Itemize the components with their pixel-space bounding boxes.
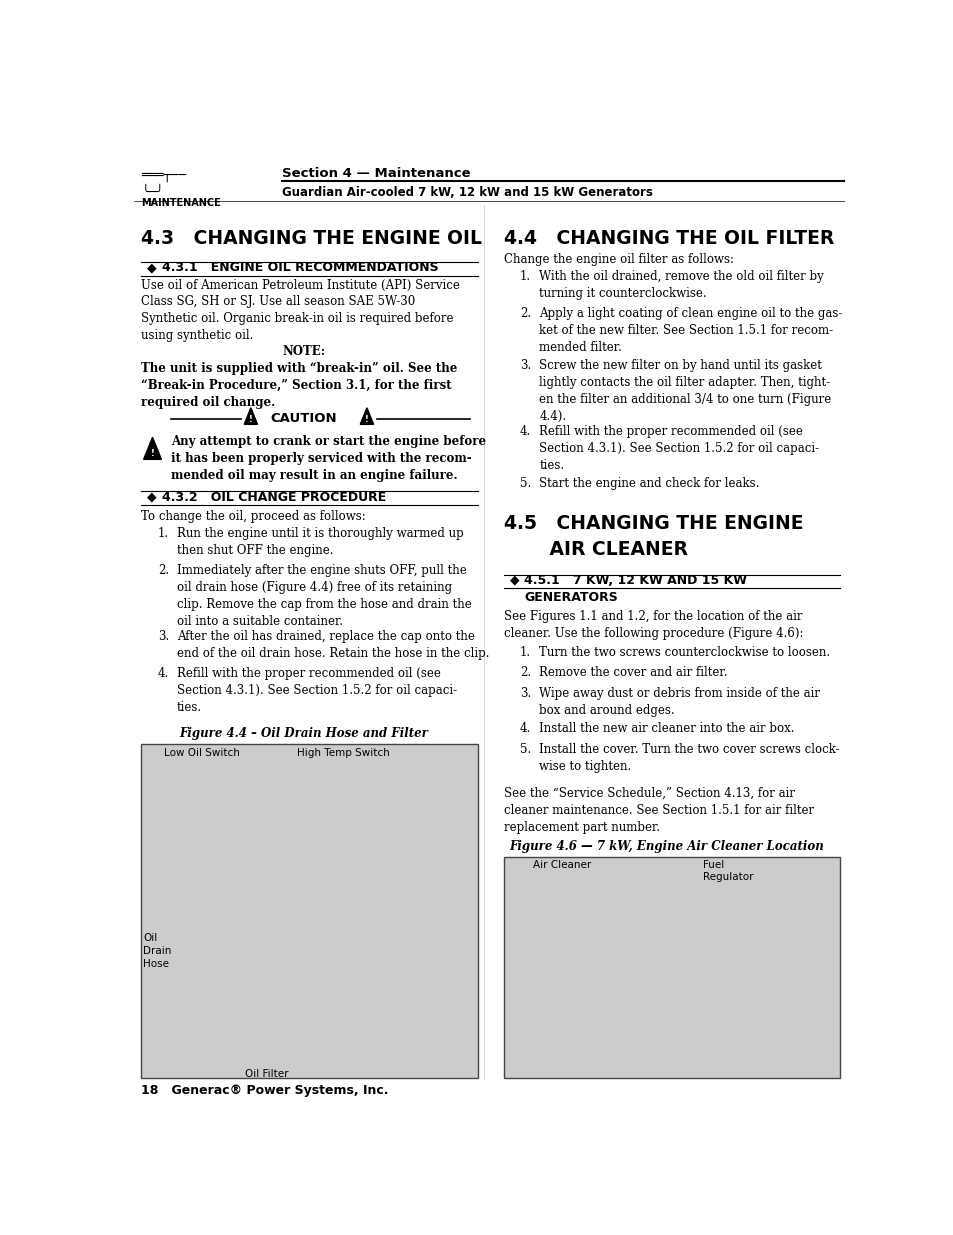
- Text: 4.5   CHANGING THE ENGINE: 4.5 CHANGING THE ENGINE: [503, 514, 802, 532]
- Text: Figure 4.4 – Oil Drain Hose and Filter: Figure 4.4 – Oil Drain Hose and Filter: [179, 727, 428, 740]
- Text: 3.: 3.: [519, 687, 531, 700]
- Text: 1.: 1.: [157, 526, 169, 540]
- Text: 1.: 1.: [519, 270, 531, 283]
- Text: Refill with the proper recommended oil (see
Section 4.3.1). See Section 1.5.2 fo: Refill with the proper recommended oil (…: [538, 425, 819, 473]
- Text: ═══┬──: ═══┬──: [141, 169, 186, 182]
- Text: 5.: 5.: [519, 477, 531, 490]
- Text: Install the cover. Turn the two cover screws clock-
wise to tighten.: Install the cover. Turn the two cover sc…: [538, 742, 839, 773]
- Text: After the oil has drained, replace the cap onto the
end of the oil drain hose. R: After the oil has drained, replace the c…: [176, 630, 489, 661]
- FancyBboxPatch shape: [141, 743, 477, 1078]
- Text: Change the engine oil filter as follows:: Change the engine oil filter as follows:: [503, 253, 733, 266]
- Text: ◆: ◆: [147, 490, 157, 504]
- Text: To change the oil, proceed as follows:: To change the oil, proceed as follows:: [141, 510, 366, 522]
- Text: Oil Filter: Oil Filter: [245, 1068, 288, 1078]
- Text: 4.: 4.: [157, 667, 169, 680]
- Text: Air Cleaner: Air Cleaner: [533, 861, 591, 871]
- FancyBboxPatch shape: [503, 857, 840, 1078]
- Text: Remove the cover and air filter.: Remove the cover and air filter.: [538, 667, 727, 679]
- Polygon shape: [144, 437, 161, 459]
- Text: 2.: 2.: [519, 308, 531, 320]
- Text: Turn the two screws counterclockwise to loosen.: Turn the two screws counterclockwise to …: [538, 646, 829, 659]
- Text: Apply a light coating of clean engine oil to the gas-
ket of the new filter. See: Apply a light coating of clean engine oi…: [538, 308, 841, 354]
- Text: See Figures 1.1 and 1.2, for the location of the air
cleaner. Use the following : See Figures 1.1 and 1.2, for the locatio…: [503, 610, 802, 640]
- Text: MAINTENANCE: MAINTENANCE: [141, 198, 221, 207]
- Text: 5.: 5.: [519, 742, 531, 756]
- Text: 3.: 3.: [519, 359, 531, 372]
- Text: Guardian Air-cooled 7 kW, 12 kW and 15 kW Generators: Guardian Air-cooled 7 kW, 12 kW and 15 k…: [282, 186, 652, 199]
- Text: 3.: 3.: [157, 630, 169, 643]
- Polygon shape: [244, 408, 257, 425]
- Text: High Temp Switch: High Temp Switch: [296, 747, 389, 758]
- Text: GENERATORS: GENERATORS: [524, 590, 618, 604]
- Text: 2.: 2.: [519, 667, 531, 679]
- Text: Screw the new filter on by hand until its gasket
lightly contacts the oil filter: Screw the new filter on by hand until it…: [538, 359, 831, 422]
- Text: !: !: [151, 448, 154, 458]
- Text: !: !: [365, 415, 369, 425]
- Text: 4.: 4.: [519, 425, 531, 438]
- Text: ╰─╯: ╰─╯: [141, 186, 164, 199]
- Text: ◆: ◆: [147, 262, 157, 274]
- Text: Start the engine and check for leaks.: Start the engine and check for leaks.: [538, 477, 759, 490]
- Text: See the “Service Schedule,” Section 4.13, for air
cleaner maintenance. See Secti: See the “Service Schedule,” Section 4.13…: [503, 787, 813, 834]
- Text: Figure 4.6 — 7 kW, Engine Air Cleaner Location: Figure 4.6 — 7 kW, Engine Air Cleaner Lo…: [509, 840, 822, 852]
- Text: 4.3.1   ENGINE OIL RECOMMENDATIONS: 4.3.1 ENGINE OIL RECOMMENDATIONS: [162, 262, 438, 274]
- Polygon shape: [360, 408, 374, 425]
- Text: 4.3   CHANGING THE ENGINE OIL: 4.3 CHANGING THE ENGINE OIL: [141, 228, 482, 248]
- Text: 4.5.1   7 KW, 12 KW AND 15 KW: 4.5.1 7 KW, 12 KW AND 15 KW: [524, 574, 746, 587]
- Text: !: !: [249, 415, 253, 425]
- Text: Install the new air cleaner into the air box.: Install the new air cleaner into the air…: [538, 722, 794, 735]
- Text: 4.3.2   OIL CHANGE PROCEDURE: 4.3.2 OIL CHANGE PROCEDURE: [162, 490, 386, 504]
- Text: Immediately after the engine shuts OFF, pull the
oil drain hose (Figure 4.4) fre: Immediately after the engine shuts OFF, …: [176, 563, 471, 627]
- Text: The unit is supplied with “break-in” oil. See the
“Break-in Procedure,” Section : The unit is supplied with “break-in” oil…: [141, 362, 457, 409]
- Text: Oil
Drain
Hose: Oil Drain Hose: [143, 932, 172, 969]
- Text: 4.: 4.: [519, 722, 531, 735]
- Text: 18   Generac® Power Systems, Inc.: 18 Generac® Power Systems, Inc.: [141, 1084, 389, 1097]
- Text: 4.4   CHANGING THE OIL FILTER: 4.4 CHANGING THE OIL FILTER: [503, 228, 833, 248]
- Text: 1.: 1.: [519, 646, 531, 659]
- Text: Use oil of American Petroleum Institute (API) Service
Class SG, SH or SJ. Use al: Use oil of American Petroleum Institute …: [141, 278, 460, 342]
- Text: Any attempt to crank or start the engine before
it has been properly serviced wi: Any attempt to crank or start the engine…: [171, 436, 486, 483]
- Text: Wipe away dust or debris from inside of the air
box and around edges.: Wipe away dust or debris from inside of …: [538, 687, 820, 716]
- Text: NOTE:: NOTE:: [282, 345, 325, 358]
- Text: Low Oil Switch: Low Oil Switch: [164, 747, 239, 758]
- Text: AIR CLEANER: AIR CLEANER: [503, 541, 687, 559]
- Text: 2.: 2.: [157, 563, 169, 577]
- Text: CAUTION: CAUTION: [271, 411, 337, 425]
- Text: With the oil drained, remove the old oil filter by
turning it counterclockwise.: With the oil drained, remove the old oil…: [538, 270, 823, 300]
- Text: Fuel
Regulator: Fuel Regulator: [702, 861, 753, 882]
- Text: Run the engine until it is thoroughly warmed up
then shut OFF the engine.: Run the engine until it is thoroughly wa…: [176, 526, 463, 557]
- Text: ◆: ◆: [509, 574, 518, 587]
- Text: Section 4 — Maintenance: Section 4 — Maintenance: [282, 167, 470, 180]
- Text: Refill with the proper recommended oil (see
Section 4.3.1). See Section 1.5.2 fo: Refill with the proper recommended oil (…: [176, 667, 456, 714]
